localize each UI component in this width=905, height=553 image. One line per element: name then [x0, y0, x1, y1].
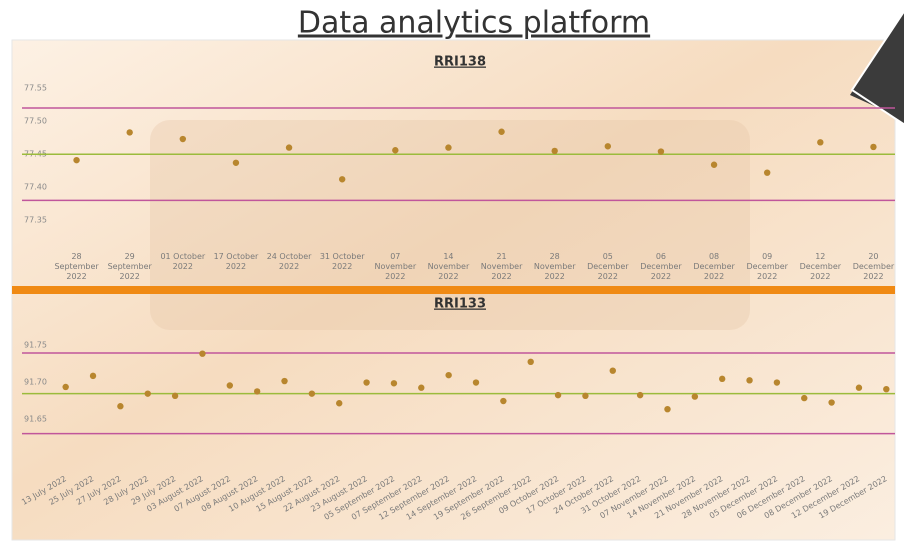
x-tick-label: 06 December 2022 — [640, 252, 682, 281]
x-tick-label: 12 December 2022 — [800, 252, 842, 281]
data-point — [718, 375, 726, 383]
y-tick-label: 91.75 — [24, 340, 47, 349]
data-point — [500, 397, 507, 405]
background-image — [150, 120, 750, 330]
data-point — [144, 390, 151, 397]
data-point — [472, 379, 480, 386]
x-tick-label: 08 December 2022 — [693, 252, 735, 281]
data-point — [582, 392, 589, 400]
data-point — [691, 393, 699, 400]
y-tick-label: 77.40 — [24, 183, 47, 192]
data-point — [179, 135, 187, 143]
y-tick-label: 77.35 — [24, 216, 47, 225]
data-point — [664, 405, 671, 413]
data-point — [308, 390, 316, 397]
data-point — [390, 380, 398, 387]
data-point — [746, 377, 753, 384]
data-point — [232, 159, 240, 166]
data-point — [117, 403, 124, 410]
x-tick-label: 01 October 2022 — [160, 252, 205, 271]
data-point — [336, 400, 343, 407]
data-point — [285, 144, 293, 151]
data-point — [763, 169, 771, 176]
data-point — [418, 384, 425, 391]
data-point — [551, 147, 558, 155]
chart-title: RRI138 — [434, 55, 486, 70]
x-tick-label: 24 October 2022 — [267, 252, 312, 271]
data-point — [527, 358, 534, 366]
data-point — [199, 350, 206, 357]
chart-title: RRI133 — [434, 297, 486, 312]
data-point — [73, 156, 80, 164]
data-point — [445, 144, 452, 151]
data-point — [62, 383, 69, 391]
x-tick-label: 14 November 2022 — [428, 252, 470, 281]
data-point — [817, 139, 824, 146]
x-tick-label: 21 November 2022 — [481, 252, 523, 281]
data-point — [253, 388, 261, 395]
x-tick-label: 20 December 2022 — [853, 252, 895, 281]
x-tick-label: 17 October 2022 — [214, 252, 259, 271]
data-point — [392, 147, 399, 154]
data-point — [445, 371, 452, 379]
y-tick-label: 77.55 — [24, 84, 47, 93]
x-tick-label: 07 November 2022 — [375, 252, 417, 281]
x-tick-label: 09 December 2022 — [746, 252, 788, 281]
separator — [12, 286, 895, 294]
data-point — [636, 391, 644, 399]
data-point — [855, 384, 863, 391]
y-tick-label: 77.50 — [24, 117, 47, 126]
x-tick-label: 31 October 2022 — [320, 252, 365, 271]
x-tick-label: 29 September 2022 — [108, 252, 153, 281]
data-point — [828, 399, 835, 406]
y-tick-label: 91.70 — [24, 377, 47, 386]
data-point — [226, 382, 234, 389]
data-point — [710, 161, 718, 168]
data-point — [126, 129, 133, 136]
data-point — [363, 379, 370, 386]
data-point — [773, 379, 781, 386]
data-point — [609, 367, 616, 374]
data-point — [281, 377, 288, 385]
data-point — [554, 391, 562, 399]
data-point — [801, 394, 808, 402]
data-point — [604, 143, 612, 150]
data-point — [870, 143, 877, 151]
page-title: Data analytics platform — [298, 6, 650, 41]
data-point — [89, 372, 97, 380]
y-tick-label: 91.65 — [24, 414, 47, 423]
x-tick-label: 05 December 2022 — [587, 252, 629, 281]
x-tick-label: 28 September 2022 — [54, 252, 99, 281]
data-point — [171, 392, 179, 400]
data-point — [657, 148, 665, 155]
data-point — [338, 176, 346, 183]
x-tick-label: 28 November 2022 — [534, 252, 576, 281]
data-point — [498, 128, 505, 135]
data-point — [883, 386, 890, 393]
